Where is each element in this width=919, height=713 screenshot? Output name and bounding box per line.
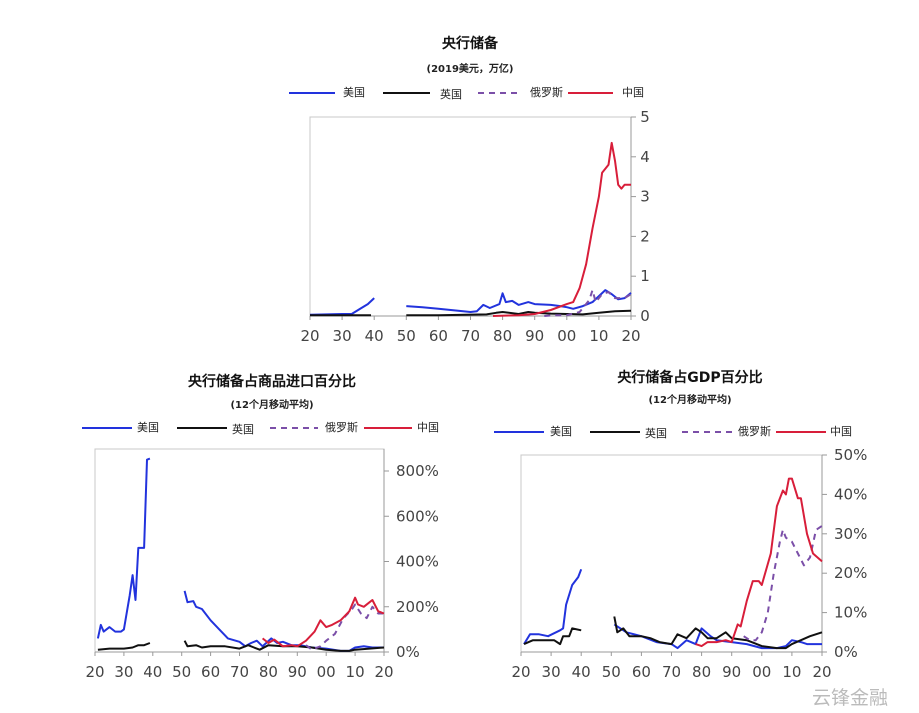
legend-label-cn: 中国	[622, 86, 644, 99]
legend-label-cn: 中国	[417, 421, 439, 434]
x-tick-label: 20	[511, 663, 530, 681]
x-tick-label: 40	[572, 663, 591, 681]
x-tick-label: 20	[374, 663, 393, 681]
x-tick-label: 60	[201, 663, 220, 681]
x-tick-label: 10	[346, 663, 365, 681]
x-tick-label: 90	[722, 663, 741, 681]
y-tick-label: 5	[640, 108, 650, 126]
legend: 美国 英国 俄罗斯 中国	[82, 421, 439, 436]
legend-label-us: 美国	[343, 86, 365, 99]
y-tick-label: 30%	[834, 525, 867, 543]
x-tick-label: 60	[429, 327, 448, 345]
legend-label-uk: 英国	[440, 87, 462, 101]
x-tick-label: 70	[461, 327, 480, 345]
y-tick-label: 1	[640, 267, 650, 285]
legend-label-uk: 英国	[645, 426, 667, 440]
chart-title: 央行储备	[442, 35, 499, 52]
chart-title: 央行储备占商品进口百分比	[188, 373, 356, 390]
x-tick-label: 50	[602, 663, 621, 681]
y-tick-label: 0%	[834, 643, 858, 661]
x-tick-label: 30	[542, 663, 561, 681]
chart-reserves: 央行储备 (2019美元，万亿) 美国 英国 俄罗斯 中国 20 30 40 50 60 70 8…	[289, 35, 650, 345]
series-line-uk	[310, 309, 632, 317]
series-line-us	[309, 289, 632, 316]
y-tick-label: 0%	[396, 643, 420, 661]
chart-subtitle: (12个月移动平均)	[230, 398, 313, 411]
chart-reserves-pct-gdp: 央行储备占GDP百分比 (12个月移动平均) 美国 英国 俄罗斯 中国 20 30 40 5…	[494, 369, 867, 681]
legend-label-us: 美国	[550, 425, 572, 438]
y-tick-label: 0	[640, 307, 650, 325]
legend: 美国 英国 俄罗斯 中国	[494, 425, 852, 440]
x-tick-label: 00	[557, 327, 576, 345]
legend-label-us: 美国	[137, 421, 159, 434]
y-tick-label: 10%	[834, 604, 867, 622]
chart-subtitle: (12个月移动平均)	[648, 393, 731, 406]
legend-label-cn: 中国	[830, 425, 852, 438]
plot-area: 20 30 40 50 60 70 80 90 00 10 200%10%20%30%40%50%	[511, 446, 867, 681]
chart-reserves-pct-imports: 央行储备占商品进口百分比 (12个月移动平均) 美国 英国 俄罗斯 中国 20 30 40…	[82, 373, 439, 681]
plot-frame	[309, 116, 632, 317]
x-tick-label: 20	[300, 327, 319, 345]
legend: 美国 英国 俄罗斯 中国	[289, 86, 644, 101]
series-line-ru	[743, 525, 823, 642]
x-tick-label: 10	[589, 327, 608, 345]
x-tick-label: 20	[621, 327, 640, 345]
x-tick-label: 50	[172, 663, 191, 681]
y-tick-label: 4	[640, 148, 650, 166]
series-line-uk	[523, 616, 823, 650]
x-tick-label: 70	[662, 663, 681, 681]
x-tick-label: 00	[317, 663, 336, 681]
y-tick-label: 600%	[396, 507, 439, 525]
y-tick-label: 200%	[396, 598, 439, 616]
x-tick-label: 20	[85, 663, 104, 681]
x-tick-label: 60	[632, 663, 651, 681]
y-tick-label: 50%	[834, 446, 867, 464]
x-tick-label: 90	[525, 327, 544, 345]
chart-title: 央行储备占GDP百分比	[617, 369, 762, 386]
series-line-ru	[544, 289, 632, 317]
watermark: 云锋金融	[812, 687, 888, 709]
y-tick-label: 2	[640, 227, 650, 245]
x-tick-label: 40	[143, 663, 162, 681]
x-tick-label: 50	[397, 327, 416, 345]
x-tick-label: 80	[692, 663, 711, 681]
y-tick-label: 400%	[396, 553, 439, 571]
series-line-cn	[261, 596, 385, 648]
x-tick-label: 90	[288, 663, 307, 681]
series-line-cn	[492, 141, 631, 317]
x-tick-label: 10	[782, 663, 801, 681]
x-tick-label: 30	[114, 663, 133, 681]
y-tick-label: 800%	[396, 462, 439, 480]
y-tick-label: 3	[640, 188, 650, 206]
plot-area: 20 30 40 50 60 70 80 90 00 10 200%200%400%600%800%	[85, 448, 439, 681]
x-tick-label: 80	[259, 663, 278, 681]
series-line-cn	[695, 477, 823, 648]
x-tick-label: 30	[333, 327, 352, 345]
y-tick-label: 20%	[834, 564, 867, 582]
x-tick-label: 80	[493, 327, 512, 345]
x-tick-label: 40	[365, 327, 384, 345]
series-line-uk	[97, 640, 385, 652]
legend-label-ru: 俄罗斯	[738, 425, 771, 438]
chart-subtitle: (2019美元，万亿)	[427, 62, 514, 75]
x-tick-label: 70	[230, 663, 249, 681]
x-tick-label: 20	[812, 663, 831, 681]
legend-label-ru: 俄罗斯	[530, 86, 563, 99]
legend-label-uk: 英国	[232, 422, 254, 436]
series-line-ru	[305, 603, 384, 651]
x-tick-label: 00	[752, 663, 771, 681]
legend-label-ru: 俄罗斯	[325, 421, 358, 434]
y-tick-label: 40%	[834, 485, 867, 503]
